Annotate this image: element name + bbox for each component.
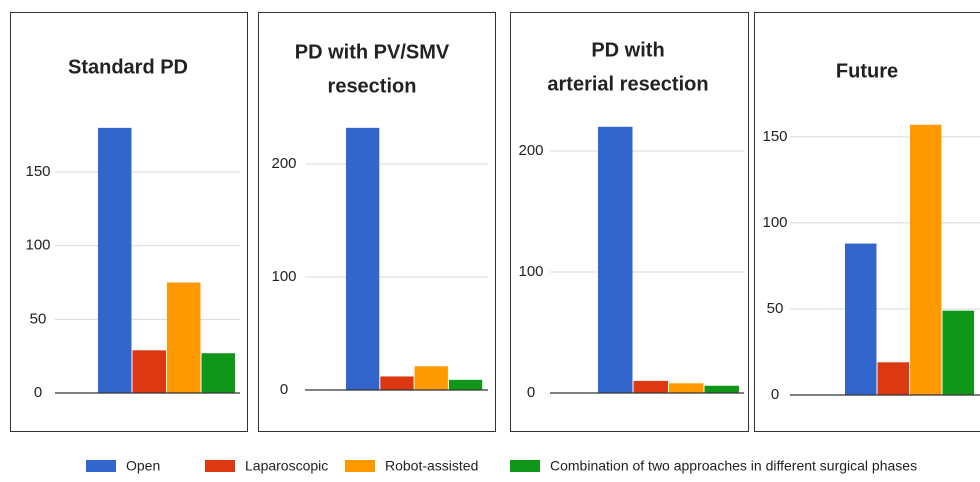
- y-tick-label: 50: [30, 310, 47, 327]
- y-tick-label: 200: [271, 155, 296, 172]
- y-tick-label: 100: [762, 214, 787, 231]
- bar: [845, 243, 877, 395]
- bar: [704, 385, 739, 393]
- legend-label: Robot-assisted: [385, 458, 478, 474]
- legend-label: Combination of two approaches in differe…: [550, 458, 917, 474]
- bar: [201, 353, 235, 393]
- bar: [633, 380, 668, 393]
- chart-title: resection: [328, 75, 417, 97]
- bar: [346, 127, 380, 390]
- panel-frame: [754, 12, 980, 432]
- y-tick-label: 150: [762, 128, 787, 145]
- bar: [380, 376, 414, 390]
- legend-swatch: [510, 460, 540, 472]
- y-tick-label: 50: [767, 300, 784, 317]
- bar: [942, 310, 974, 395]
- y-tick-label: 100: [518, 263, 543, 280]
- bar: [669, 383, 704, 393]
- y-tick-label: 0: [34, 384, 42, 401]
- y-tick-label: 100: [271, 268, 296, 285]
- y-tick-label: 200: [518, 142, 543, 159]
- legend-label: Laparoscopic: [245, 458, 328, 474]
- chart-title: PD with: [591, 39, 664, 61]
- chart-title: arterial resection: [547, 73, 708, 95]
- bar: [132, 350, 166, 393]
- bar: [414, 366, 448, 390]
- y-tick-label: 100: [25, 237, 50, 254]
- panel-frame: [258, 12, 496, 432]
- panel-frame: [10, 12, 248, 432]
- bar: [167, 282, 201, 393]
- bar: [910, 124, 942, 395]
- y-tick-label: 0: [280, 381, 288, 398]
- legend-label: Open: [126, 458, 160, 474]
- bar: [598, 126, 633, 394]
- bar: [98, 127, 132, 393]
- chart-title: PD with PV/SMV: [295, 41, 450, 63]
- chart-title: Future: [836, 60, 898, 82]
- legend-swatch: [345, 460, 375, 472]
- y-tick-label: 150: [25, 163, 50, 180]
- chart-title: Standard PD: [68, 56, 188, 78]
- legend-swatch: [86, 460, 116, 472]
- y-tick-label: 0: [771, 386, 779, 403]
- bar: [877, 362, 909, 395]
- y-tick-label: 0: [527, 384, 535, 401]
- legend-swatch: [205, 460, 235, 472]
- panel-frame: [510, 12, 749, 432]
- bar: [448, 379, 483, 390]
